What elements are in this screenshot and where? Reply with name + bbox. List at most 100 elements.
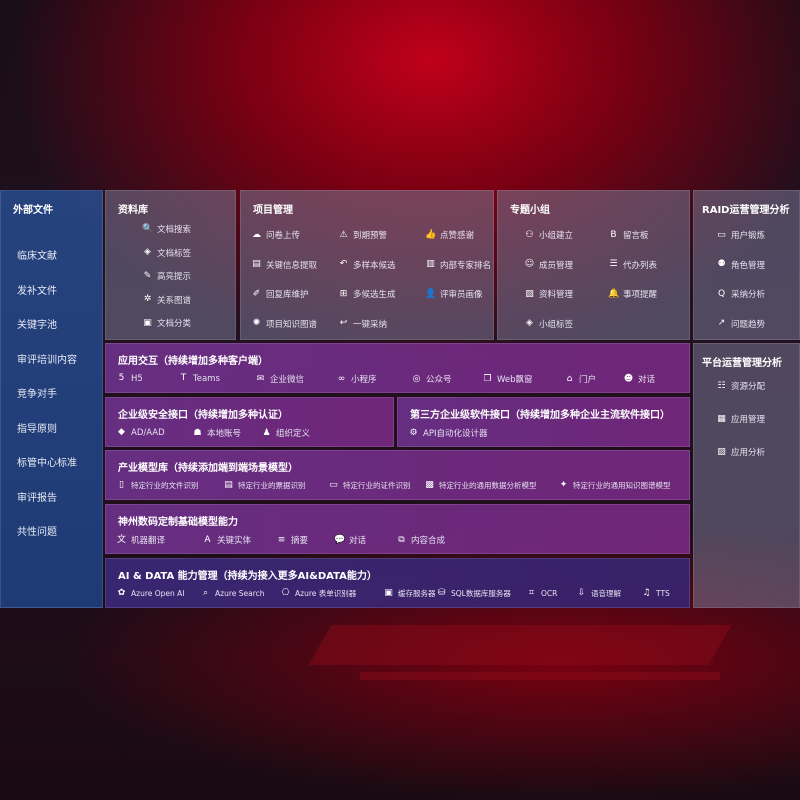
feature-item[interactable]: 👍 点赞感谢 [425,229,474,242]
feature-item[interactable]: 👤 评审员画像 [425,288,483,301]
ai-data-panel: AI & DATA 能力管理（持续为接入更多AI&DATA能力） ✿ Azure O… [105,558,690,608]
feature-item[interactable]: ↗ 问题趋势 [716,318,765,330]
feature-item[interactable]: ◈ 小组标签 [524,318,573,330]
feature-item[interactable]: Q 采纳分析 [716,288,766,301]
feature-item[interactable]: ▧ 资料管理 [524,288,573,301]
feature-item[interactable]: ✿ Azure Open AI [116,588,185,599]
feature-item[interactable]: ☻ 对话 [623,373,656,386]
feature-item[interactable]: ⌕ Azure Search [200,588,265,599]
feature-item[interactable]: T Teams [178,373,220,384]
feature-item[interactable]: ♫ TTS [641,588,670,599]
external-file-item[interactable]: 审评报告 [17,492,57,504]
external-file-item[interactable]: 共性问题 [17,527,57,538]
feature-label: 采纳分析 [731,290,766,300]
feature-label: 公众号 [426,375,452,385]
feature-item[interactable]: 5 H5 [116,373,143,384]
doc-search-icon: 🔍 [142,223,154,234]
cloud-upload-icon: ☁ [252,229,261,240]
feature-item[interactable]: ▣ 缓存服务器 [383,588,435,599]
feature-item[interactable]: ☗ 本地账号 [192,427,241,440]
feature-item[interactable]: ∞ 小程序 [336,373,377,386]
feature-item[interactable]: ⌂ 门户 [564,373,597,386]
chat-icon: ☻ [623,373,634,384]
feature-item[interactable]: ⎔ Azure 表单识别器 [280,588,357,599]
feature-item[interactable]: ☰ 代办列表 [608,259,657,271]
feature-item[interactable]: ⊞ 多候选生成 [338,288,396,301]
sql-icon: ⛁ [437,588,446,598]
highlight-icon: ✎ [143,270,152,281]
feature-item[interactable]: ⇩ 语音理解 [576,588,621,599]
feature-item[interactable]: ✺ 项目知识图谱 [251,318,317,330]
feature-item[interactable]: ✉ 企业微信 [255,373,304,386]
external-file-item[interactable]: 指导原则 [17,423,57,435]
resource-icon: ☷ [717,380,726,391]
feature-item[interactable]: ▥ 内部专家排名 [425,259,491,271]
feature-item[interactable]: 🔔 事项提醒 [608,288,657,301]
feature-item[interactable]: ⧉ 内容合成 [396,534,445,547]
thumbs-up-icon: 👍 [425,229,437,240]
external-file-item[interactable]: 竞争对手 [17,389,57,400]
feature-item[interactable]: ▦ 应用管理 [716,413,766,426]
feature-label: 文档标签 [157,248,192,259]
feature-item[interactable]: ▣ 文档分类 [142,317,191,330]
feature-item[interactable]: ▭ 特定行业的证件识别 [328,480,410,491]
feature-item[interactable]: ✐ 回复库维护 [251,288,309,301]
feature-item[interactable]: ☷ 资源分配 [716,380,765,393]
feature-item[interactable]: ≡ 摘要 [276,534,308,547]
feature-label: OCR [541,589,558,598]
apps-icon: ▦ [717,413,726,424]
feature-item[interactable]: ▤ 特定行业的票据识别 [223,480,306,491]
external-file-item[interactable]: 标管中心标准 [17,458,77,469]
feature-label: API自动化设计器 [423,429,488,439]
external-file-item[interactable]: 临床文献 [17,251,57,262]
external-file-item[interactable]: 发补文件 [17,285,57,297]
feature-item[interactable]: A 关键实体 [202,534,251,547]
panel-title: 平台运营管理分析 [702,358,782,369]
dialog-icon: 💬 [334,534,346,545]
feature-label: 应用管理 [731,415,766,425]
feature-label: 关键信息提取 [266,260,318,271]
feature-item[interactable]: ↶ 多样本候选 [338,259,396,271]
feature-item[interactable]: ⚇ 小组建立 [524,229,573,242]
feature-item[interactable]: ▭ 用户锻炼 [716,229,766,242]
chart-icon: ▨ [717,446,726,457]
ocr-icon: ⌗ [528,588,535,598]
feature-item[interactable]: ◆ AD/AAD [116,427,165,438]
panel-title: 项目管理 [253,205,293,216]
feature-item[interactable]: ♟ 组织定义 [261,427,310,440]
feature-label: 特定行业的票据识别 [238,481,306,490]
feature-item[interactable]: ☁ 问卷上传 [251,229,300,242]
feature-item[interactable]: ⚉ 角色管理 [716,259,765,271]
feature-item[interactable]: 💬 对话 [334,534,366,547]
feature-label: 对话 [638,375,656,385]
feature-item[interactable]: ⚙ API自动化设计器 [408,427,488,440]
feature-item[interactable]: ⛁ SQL数据库服务器 [436,588,511,599]
feature-item[interactable]: ▤ 关键信息提取 [251,259,317,271]
feature-item[interactable]: ◈ 文档标签 [142,247,191,259]
feature-item[interactable]: ☺ 成员管理 [524,259,573,271]
feature-item[interactable]: ◎ 公众号 [411,373,452,386]
feature-item[interactable]: ✎ 高亮提示 [142,270,191,283]
external-file-item[interactable]: 关键字池 [17,320,57,331]
feature-label: 门户 [579,375,597,385]
feature-item[interactable]: ⌗ OCR [526,588,557,599]
feature-item[interactable]: ▯ 特定行业的文件识别 [116,480,198,491]
base-model-panel: 神州数码定制基础模型能力文机器翻译 A 关键实体 ≡ 摘要 💬 对话 ⧉ 内容合成 [105,504,690,554]
feature-item[interactable]: 文机器翻译 [116,534,165,547]
feature-item[interactable]: 🔍 文档搜索 [142,223,191,236]
feature-item[interactable]: ▨ 应用分析 [716,446,765,459]
feature-item[interactable]: ↩ 一键采纳 [338,318,387,330]
feature-label: 项目知识图谱 [266,319,318,330]
feature-label: H5 [131,373,143,384]
feature-label: TTS [656,589,670,598]
feature-item[interactable]: ❐ Web飘窗 [482,373,532,386]
external-file-item[interactable]: 审评培训内容 [17,354,77,366]
feature-label: 用户锻炼 [731,231,766,241]
feature-item[interactable]: ▩ 特定行业的通用数据分析模型 [424,480,536,491]
feature-item[interactable]: B 留言板 [608,229,648,242]
feature-item[interactable]: ✦ 特定行业的通用知识图谱模型 [558,480,671,491]
feature-item[interactable]: ✲ 关系图谱 [142,294,191,306]
panel-title: RAID运营管理分析 [702,205,790,216]
feature-item[interactable]: ⚠ 到期预警 [338,229,387,242]
feature-label: 成员管理 [539,260,574,271]
